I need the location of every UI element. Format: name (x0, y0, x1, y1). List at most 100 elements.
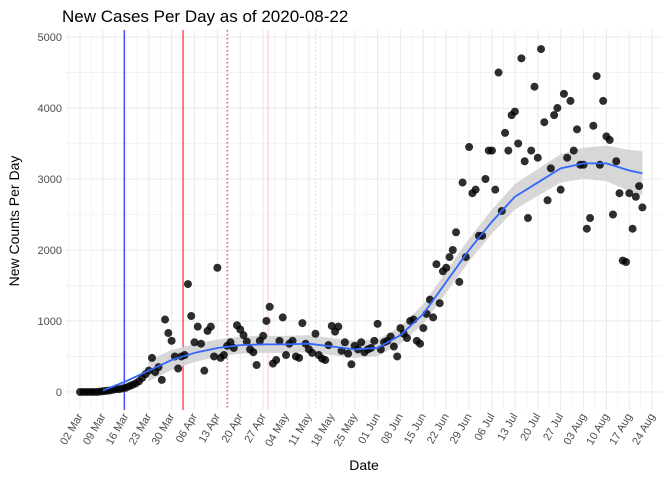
data-point (448, 245, 457, 254)
data-point (288, 336, 297, 345)
data-point (494, 68, 503, 77)
y-tick-label: 1000 (38, 316, 62, 328)
data-point (402, 334, 411, 343)
data-point (183, 280, 192, 289)
data-point (622, 258, 631, 267)
data-point (347, 360, 356, 369)
data-point (455, 277, 464, 286)
data-point (625, 189, 634, 198)
data-point (566, 96, 575, 105)
data-point (478, 231, 487, 240)
data-point (242, 337, 251, 346)
data-point (550, 111, 559, 120)
data-point (569, 146, 578, 155)
data-point (628, 224, 637, 233)
data-point (161, 315, 170, 324)
data-points (76, 45, 647, 396)
data-point (321, 356, 330, 365)
data-point (582, 224, 591, 233)
data-point (638, 203, 647, 212)
confidence-band (148, 145, 643, 382)
smooth-line (102, 162, 643, 392)
data-point (589, 121, 598, 130)
data-point (157, 375, 166, 384)
data-point (540, 118, 549, 127)
x-tick-label: 13 Jul (495, 412, 520, 443)
data-point (491, 185, 500, 194)
y-tick-label: 0 (56, 387, 62, 399)
confidence-band-area (148, 145, 643, 382)
data-point (572, 125, 581, 134)
data-point (530, 82, 539, 91)
data-point (631, 192, 640, 201)
data-point (471, 185, 480, 194)
data-point (252, 360, 261, 369)
data-point (543, 196, 552, 205)
y-tick-label: 3000 (38, 174, 62, 186)
data-point (517, 54, 526, 63)
data-point (461, 253, 470, 262)
data-point (533, 153, 542, 162)
data-point (239, 331, 248, 340)
data-point (200, 366, 209, 375)
data-point (553, 104, 562, 113)
data-point (370, 336, 379, 345)
data-point (393, 352, 402, 361)
data-point (445, 253, 454, 262)
data-point (465, 143, 474, 152)
y-axis-label: New Counts Per Day (6, 156, 22, 287)
y-tick-label: 4000 (38, 103, 62, 115)
chart-title: New Cases Per Day as of 2020-08-22 (62, 7, 348, 26)
data-point (527, 146, 536, 155)
data-point (510, 107, 519, 116)
data-point (487, 146, 496, 155)
data-point (249, 348, 258, 357)
data-point (452, 228, 461, 237)
data-point (334, 322, 343, 331)
data-point (504, 146, 513, 155)
data-point (458, 178, 467, 187)
x-tick-label: 13 Apr (197, 411, 223, 445)
x-axis-label: Date (349, 457, 379, 473)
data-point (419, 324, 428, 333)
x-tick-label: 30 Mar (150, 411, 178, 447)
data-point (282, 351, 291, 360)
data-point (559, 89, 568, 98)
data-point (442, 263, 451, 272)
data-point (608, 210, 617, 219)
data-point (278, 313, 287, 322)
data-point (167, 336, 176, 345)
data-point (586, 214, 595, 223)
data-point (481, 175, 490, 184)
data-point (259, 331, 268, 340)
data-point (595, 160, 604, 169)
x-tick-label: 06 Apr (174, 411, 200, 445)
data-point (344, 349, 353, 358)
data-point (605, 135, 614, 144)
data-point (265, 302, 274, 311)
data-point (563, 153, 572, 162)
x-tick-label: 24 Aug (630, 412, 658, 448)
data-point (219, 351, 228, 360)
data-point (435, 299, 444, 308)
data-point (213, 263, 222, 272)
data-point (556, 185, 565, 194)
data-point (197, 339, 206, 348)
data-point (190, 338, 199, 347)
data-point (615, 189, 624, 198)
x-tick-label: 29 Jun (448, 412, 475, 447)
y-tick-label: 2000 (38, 245, 62, 257)
data-point (635, 182, 644, 191)
data-point (416, 339, 425, 348)
data-point (523, 214, 532, 223)
data-point (193, 322, 202, 331)
data-point (275, 336, 284, 345)
smooth-curve (102, 162, 643, 392)
data-point (599, 96, 608, 105)
data-point (520, 157, 529, 166)
data-point (537, 45, 546, 54)
data-point (272, 356, 281, 365)
data-point (262, 316, 271, 325)
data-point (164, 329, 173, 338)
